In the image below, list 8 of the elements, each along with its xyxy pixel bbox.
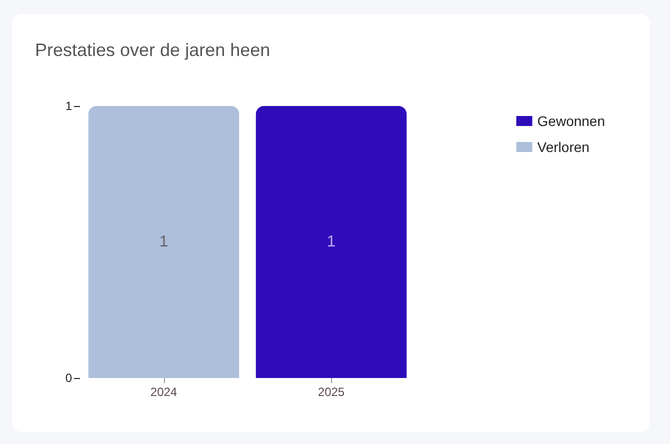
chart-title: Prestaties over de jaren heen bbox=[35, 40, 270, 60]
y-tick-label: 0 bbox=[65, 371, 72, 385]
data-label: 1 bbox=[159, 234, 168, 250]
x-tick-label: 2024 bbox=[150, 385, 178, 399]
legend-label: Verloren bbox=[537, 139, 590, 155]
data-label: 1 bbox=[326, 234, 336, 250]
x-tick-label: 2025 bbox=[318, 385, 345, 399]
legend-label: Gewonnen bbox=[537, 113, 605, 129]
